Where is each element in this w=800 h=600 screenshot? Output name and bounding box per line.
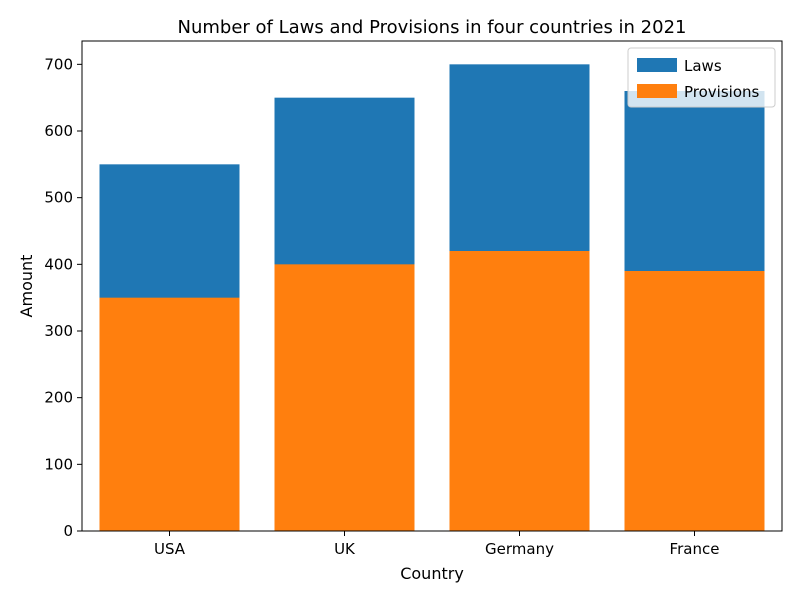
legend: Laws Provisions — [627, 47, 776, 108]
y-tick-label: 200 — [44, 389, 73, 407]
y-tick-label: 300 — [44, 322, 73, 340]
bar-provisions-uk — [274, 264, 415, 531]
legend-swatch-provisions — [637, 84, 677, 98]
x-tick-label-france: France — [670, 540, 720, 558]
legend-swatch-laws — [637, 58, 677, 72]
x-axis-label: Country — [400, 564, 464, 583]
y-tick-label: 0 — [63, 522, 73, 540]
y-tick-label: 600 — [44, 122, 73, 140]
x-tick-label-uk: UK — [334, 540, 356, 558]
y-tick-label: 700 — [44, 55, 73, 73]
bar-provisions-france — [624, 271, 765, 531]
y-axis: 0 100 200 300 400 500 600 700 — [44, 55, 82, 540]
y-tick-label: 400 — [44, 255, 73, 273]
y-tick-label: 500 — [44, 189, 73, 207]
bar-provisions-usa — [99, 297, 240, 531]
chart-title: Number of Laws and Provisions in four co… — [178, 17, 687, 38]
bar-provisions-germany — [449, 251, 590, 531]
x-axis: USA UK Germany France — [154, 531, 719, 558]
provisions-series — [99, 251, 765, 531]
plot-area-frame — [81, 40, 783, 532]
x-tick-label-usa: USA — [154, 540, 186, 558]
legend-label-provisions: Provisions — [684, 83, 760, 101]
y-axis-label: Amount — [17, 255, 36, 318]
y-tick-label: 100 — [44, 455, 73, 473]
x-tick-label-germany: Germany — [485, 540, 554, 558]
legend-label-laws: Laws — [684, 57, 722, 75]
